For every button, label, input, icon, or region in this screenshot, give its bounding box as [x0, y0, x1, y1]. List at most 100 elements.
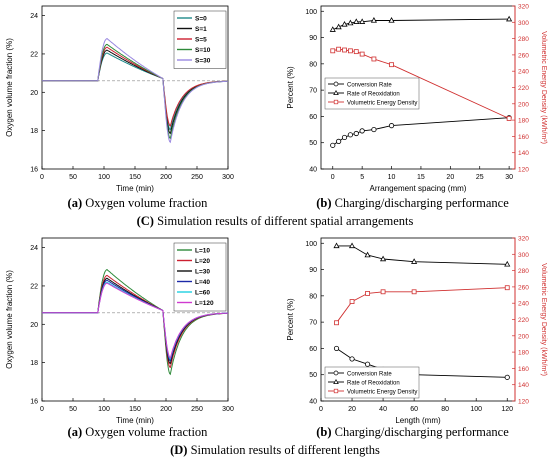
- legend-box: [173, 242, 227, 312]
- legend-label: L=30: [195, 269, 210, 276]
- y2-axis-title: Volumetric Energy Density (kWh/m³): [540, 263, 547, 376]
- x-tick-label: 0: [40, 174, 44, 181]
- x-tick-label: 0: [331, 174, 335, 181]
- x-tick-label: 100: [470, 406, 482, 413]
- x-tick-label: 100: [98, 406, 110, 413]
- y-tick-label: 24: [30, 245, 38, 252]
- x-tick-label: 300: [222, 406, 234, 413]
- series-line-S=30: [42, 38, 228, 144]
- legend-label: L=40: [195, 279, 210, 286]
- y-axis-title: Oxygen volume fraction (%): [5, 270, 14, 369]
- data-point: [504, 285, 510, 291]
- data-point: [504, 260, 511, 267]
- x-axis-title: Length (mm): [395, 416, 441, 425]
- chart-oxygen-length: 0 50 100 150 200 250 300 16 18 20 22 24 Time (min) Ox…: [5, 237, 234, 425]
- data-point: [333, 345, 340, 352]
- series-line-rate-of-reoxidation: [336, 245, 508, 265]
- data-point: [506, 15, 513, 22]
- y-tick-label: 90: [309, 35, 317, 42]
- data-point: [506, 116, 512, 121]
- legend-label: S=10: [195, 47, 211, 54]
- chart-oxygen-spacing: 0 50 100 150 200 250 300 16 18 20 22 24 Time (min) Ox…: [5, 5, 234, 193]
- data-point: [389, 62, 394, 68]
- legend-label: S=5: [195, 37, 207, 44]
- y-tick-label: 16: [30, 399, 38, 406]
- x-tick-label: 20: [446, 174, 454, 181]
- data-point: [411, 289, 417, 295]
- data-point: [334, 320, 339, 326]
- y-tick-label: 40: [309, 399, 317, 406]
- section-c-title: (C) Simulation results of different spat…: [136, 214, 414, 228]
- y-tick-label: 70: [309, 320, 317, 327]
- x-tick-label: 0: [40, 406, 44, 413]
- x-tick-label: 25: [476, 174, 484, 181]
- data-point: [380, 289, 386, 295]
- caption-d-oxygen: (a) Oxygen volume fraction: [67, 425, 208, 439]
- data-point: [364, 361, 371, 367]
- x-tick-label: 300: [222, 174, 234, 181]
- x-tick-label: 40: [379, 406, 387, 413]
- data-point: [347, 48, 353, 54]
- legend-label: L=20: [195, 258, 210, 265]
- data-point: [341, 20, 348, 27]
- y-axis-title: Percent (%): [286, 298, 295, 341]
- y-tick-label: 20: [30, 322, 38, 329]
- y2-tick-label: 160: [518, 134, 529, 141]
- x-tick-label: 120: [501, 406, 513, 413]
- x-tick-label: 250: [191, 406, 203, 413]
- legend-label: Rate of Reoxidation: [347, 380, 400, 386]
- series-line-L=120: [42, 282, 229, 359]
- legend-label: Volumetric Energy Density: [347, 389, 417, 395]
- data-point: [353, 18, 360, 24]
- legend-marker: [333, 99, 339, 105]
- y-tick-label: 100: [305, 241, 317, 248]
- legend-marker: [333, 89, 339, 95]
- y2-tick-label: 320: [518, 236, 529, 243]
- data-point: [353, 49, 359, 55]
- data-point: [353, 130, 359, 137]
- y-tick-label: 60: [309, 346, 317, 353]
- chart-performance-length: 0 20 40 60 80 100 120 40 50 60 70 80 90 100 120 140 160 1…: [286, 236, 547, 426]
- x-tick-label: 50: [69, 174, 77, 181]
- data-point: [370, 17, 377, 23]
- data-point: [359, 18, 366, 24]
- y2-tick-label: 180: [518, 350, 529, 357]
- legend-marker: [333, 378, 339, 384]
- y2-tick-label: 160: [518, 366, 529, 373]
- legend-label: L=120: [195, 300, 214, 307]
- section-d-title: (D) Simulation results of different leng…: [170, 443, 380, 457]
- caption-d-performance: (b) Charging/discharging performance: [316, 425, 509, 439]
- legend-label: S=1: [195, 26, 207, 33]
- data-point: [359, 128, 365, 134]
- y2-tick-label: 120: [518, 399, 529, 406]
- data-point: [411, 258, 418, 264]
- data-point: [330, 48, 336, 54]
- chart-performance-spacing: 0 5 10 15 20 25 30 40 50 60 70 80 90 100 120 140 160 180 2…: [286, 4, 547, 194]
- x-tick-label: 80: [441, 406, 449, 413]
- x-tick-label: 15: [417, 174, 425, 181]
- y-tick-label: 50: [309, 140, 317, 147]
- data-point: [359, 51, 365, 57]
- y2-tick-label: 240: [518, 301, 529, 308]
- data-point: [388, 123, 395, 129]
- y2-tick-label: 220: [518, 317, 529, 324]
- y-tick-label: 18: [30, 360, 38, 367]
- x-tick-label: 60: [410, 406, 418, 413]
- legend-label: L=10: [195, 248, 210, 255]
- y-tick-label: 22: [30, 51, 38, 58]
- y2-tick-label: 240: [518, 69, 529, 76]
- y-tick-label: 18: [30, 128, 38, 135]
- caption-c-oxygen: (a) Oxygen volume fraction: [67, 196, 208, 210]
- y2-tick-label: 280: [518, 36, 529, 43]
- data-point: [342, 47, 347, 53]
- y-tick-label: 90: [309, 267, 317, 274]
- y2-tick-label: 300: [518, 252, 529, 259]
- legend-marker: [333, 370, 339, 376]
- y-tick-label: 50: [309, 372, 317, 379]
- y2-tick-label: 140: [518, 150, 529, 157]
- x-axis-title: Arrangement spacing (mm): [370, 184, 467, 193]
- data-point: [335, 23, 342, 30]
- x-tick-label: 5: [360, 174, 364, 181]
- y-tick-label: 22: [30, 283, 38, 290]
- x-axis-title: Time (min): [116, 416, 154, 425]
